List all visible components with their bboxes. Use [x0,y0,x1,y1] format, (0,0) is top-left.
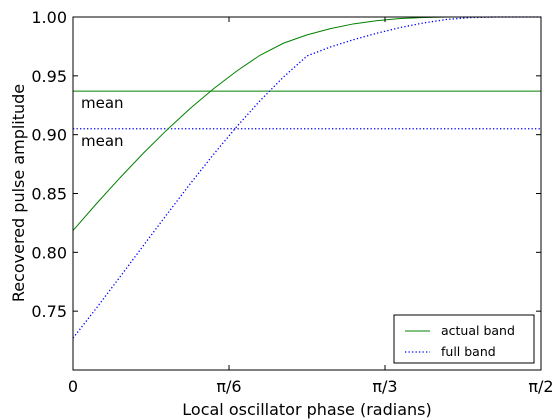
y-tick-label: 0.85 [31,185,67,204]
legend-label-actual-band: actual band [441,323,515,338]
x-tick-label: π/6 [216,377,241,396]
y-axis-label: Recovered pulse amplitude [9,84,28,302]
x-tick-label: π/2 [528,377,553,396]
x-tick-label: π/3 [372,377,397,396]
x-tick-label: 0 [68,377,78,396]
x-axis-label: Local oscillator phase (radians) [182,400,431,419]
legend: actual band full band [393,314,535,364]
legend-box [393,314,535,364]
mean-label-1: mean [81,132,124,150]
y-tick-label: 0.90 [31,126,67,145]
mean-label-0: mean [81,94,124,112]
y-tick-label: 0.75 [31,302,67,321]
axis-ticks: 0.75 0.80 0.85 0.90 0.95 1.00 0 π/6 π/3 π/2 [31,8,553,396]
legend-label-full-band: full band [441,344,496,359]
y-tick-label: 0.95 [31,67,67,86]
y-tick-label: 1.00 [31,8,67,27]
y-tick-label: 0.80 [31,243,67,262]
